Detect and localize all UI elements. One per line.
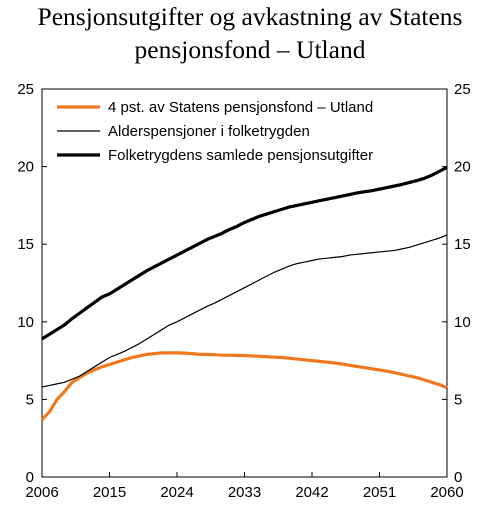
y-tick-label-right: 25 (454, 81, 471, 98)
series-line-2 (41, 234, 448, 388)
y-tick-label-left: 0 (26, 469, 34, 486)
legend-label-3: Folketrygdens samlede pensjonsutgifter (108, 147, 373, 164)
legend-label-2: Alderspensjoner i folketrygden (108, 123, 310, 140)
y-tick-label-right: 10 (454, 314, 471, 331)
chart-title-line-1: Pensjonsutgifter og avkastning av Staten… (37, 2, 463, 31)
x-tick-label: 2024 (160, 484, 193, 501)
y-tick-label-right: 20 (454, 159, 471, 176)
chart-series-lines (40, 165, 448, 421)
chart-title-line-2: pensjonsfond – Utland (134, 35, 366, 64)
y-tick-label-left: 15 (17, 236, 34, 253)
series-line-1 (40, 351, 448, 421)
x-tick-label: 2051 (363, 484, 396, 501)
legend-label-1: 4 pst. av Statens pensjonsfond – Utland (108, 99, 373, 116)
y-tick-label-right: 15 (454, 236, 471, 253)
y-tick-label-left: 10 (17, 314, 34, 331)
x-tick-label: 2060 (430, 484, 463, 501)
y-tick-label-right: 0 (454, 469, 462, 486)
y-tick-label-left: 20 (17, 159, 34, 176)
y-tick-label-right: 5 (454, 391, 462, 408)
x-tick-label: 2042 (295, 484, 328, 501)
x-tick-label: 2015 (93, 484, 126, 501)
series-line-3 (41, 165, 448, 341)
chart-axes: 0 0 5 5 10 10 15 15 20 20 25 25 2006 2015 2024 2033 2042… (17, 81, 470, 501)
x-tick-label: 2033 (228, 484, 261, 501)
chart-legend: 4 pst. av Statens pensjonsfond – Utland A… (57, 99, 373, 164)
x-tick-label: 2006 (25, 484, 58, 501)
y-tick-label-left: 25 (17, 81, 34, 98)
chart-title: Pensjonsutgifter og avkastning av Staten… (0, 0, 500, 66)
y-tick-label-left: 5 (26, 391, 34, 408)
